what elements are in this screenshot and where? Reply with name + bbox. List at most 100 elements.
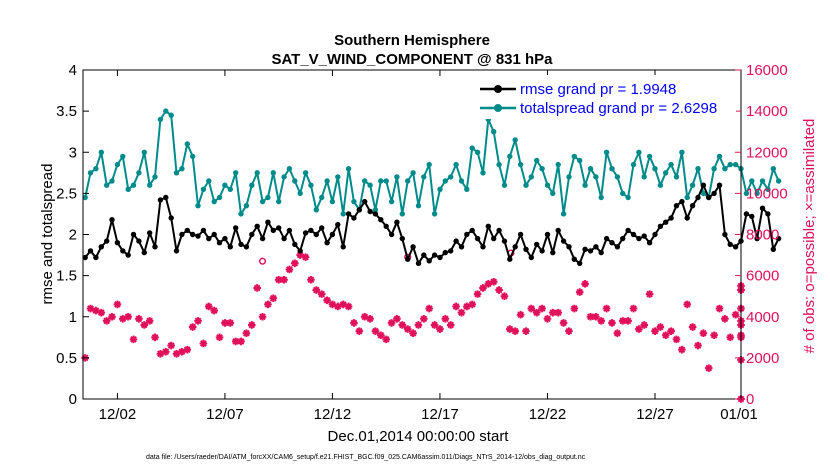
obs-assimilated-point — [726, 333, 735, 342]
obs-assimilated-point — [172, 349, 181, 358]
rmse-point — [609, 240, 615, 246]
obs-assimilated-point — [323, 296, 331, 305]
obs-assimilated-point — [479, 284, 487, 292]
rmse-point — [98, 244, 105, 250]
totalspread-point — [491, 129, 497, 135]
rmse-point — [147, 230, 153, 236]
obs-assimilated-point — [570, 304, 579, 313]
totalspread-line — [84, 110, 780, 215]
totalspread-point — [646, 153, 653, 160]
rmse-point — [469, 227, 475, 234]
totalspread-point — [184, 141, 190, 147]
rmse-point — [582, 246, 588, 252]
rmse-point — [281, 235, 287, 242]
obs-assimilated-point — [452, 302, 460, 311]
rmse-point — [399, 235, 405, 242]
right-tick-label: 2000 — [746, 350, 779, 367]
obs-assimilated-point — [538, 304, 546, 313]
rmse-point — [770, 246, 776, 252]
obs-assimilated-point — [721, 315, 729, 323]
rmse-point — [550, 249, 556, 256]
rmse-point — [754, 235, 760, 242]
rmse-point — [679, 198, 685, 205]
obs-assimilated-point — [377, 331, 385, 340]
obs-assimilated-point — [204, 302, 213, 311]
rmse-point — [512, 244, 518, 250]
obs-assimilated-point — [371, 327, 380, 335]
rmse-point — [335, 221, 341, 228]
rmse-point — [555, 227, 561, 234]
totalspread-point — [587, 166, 594, 172]
totalspread-point — [394, 174, 400, 180]
obs-assimilated-point — [683, 300, 692, 309]
totalspread-point — [652, 166, 658, 172]
rmse-point — [485, 223, 491, 229]
rmse-point — [356, 207, 362, 213]
rmse-point — [276, 225, 282, 231]
totalspread-point — [464, 186, 470, 192]
totalspread-point — [555, 161, 561, 168]
totalspread-point — [345, 166, 352, 172]
totalspread-point — [598, 194, 604, 201]
rmse-point — [313, 231, 319, 238]
rmse-point — [308, 227, 314, 234]
obs-assimilated-point — [113, 300, 122, 309]
totalspread-point — [770, 166, 776, 172]
totalspread-point — [442, 178, 448, 184]
totalspread-point — [211, 198, 217, 205]
totalspread-point — [125, 186, 131, 192]
rmse-point — [641, 233, 647, 239]
totalspread-point — [593, 174, 599, 180]
totalspread-point — [147, 182, 153, 188]
rmse-point — [614, 244, 621, 250]
obs-assimilated-point — [344, 302, 353, 311]
obs-assimilated-point — [731, 310, 740, 319]
totalspread-point — [625, 194, 631, 201]
rmse-point — [458, 244, 465, 250]
totalspread-point — [82, 194, 88, 201]
totalspread-point — [329, 198, 336, 205]
rmse-point — [286, 227, 293, 234]
obs-assimilated-point — [183, 345, 192, 354]
totalspread-point — [351, 198, 357, 205]
totalspread-point — [727, 161, 733, 168]
totalspread-point — [362, 178, 368, 184]
totalspread-point — [496, 161, 502, 168]
totalspread-point — [190, 153, 196, 160]
rmse-point — [749, 213, 755, 220]
obs-assimilated-point — [409, 329, 417, 337]
obs-assimilated-point — [511, 327, 520, 335]
rmse-point — [523, 246, 529, 252]
obs-assimilated-point — [215, 333, 224, 342]
totalspread-point — [679, 149, 685, 155]
totalspread-point — [136, 170, 142, 176]
totalspread-point — [469, 145, 475, 151]
data-file-footnote: data file: /Users/raeder/DAI/ATM_forcXX/… — [146, 454, 586, 461]
rmse-point — [711, 190, 717, 197]
rmse-point — [141, 249, 147, 256]
totalspread-point — [216, 194, 223, 201]
rmse-point — [491, 235, 497, 242]
totalspread-point — [200, 186, 207, 192]
obs-assimilated-point — [635, 325, 643, 333]
legend: rmse grand pr = 1.9948 totalspread grand… — [474, 75, 736, 119]
obs-assimilated-point — [715, 304, 724, 313]
right-tick-label: 12000 — [746, 144, 788, 161]
rmse-point — [700, 182, 707, 188]
totalspread-point — [233, 170, 239, 176]
left-axis-ticks: 0 0.5 1 1.5 2 2.5 3 3.5 4 — [56, 62, 89, 408]
rmse-point — [351, 215, 357, 221]
obs-assimilated-point — [398, 321, 407, 329]
obs-assimilated-point — [414, 321, 423, 329]
obs-assimilated-point — [484, 280, 493, 288]
rmse-point — [222, 235, 228, 242]
totalspread-point — [292, 178, 298, 184]
totalspread-point — [566, 174, 572, 180]
obs-possible-point — [259, 257, 267, 265]
rmse-point — [243, 244, 250, 250]
obs-assimilated-point — [253, 284, 261, 292]
rmse-point — [136, 238, 142, 244]
obs-assimilated-point — [527, 304, 536, 313]
obs-assimilated-point — [602, 304, 611, 313]
